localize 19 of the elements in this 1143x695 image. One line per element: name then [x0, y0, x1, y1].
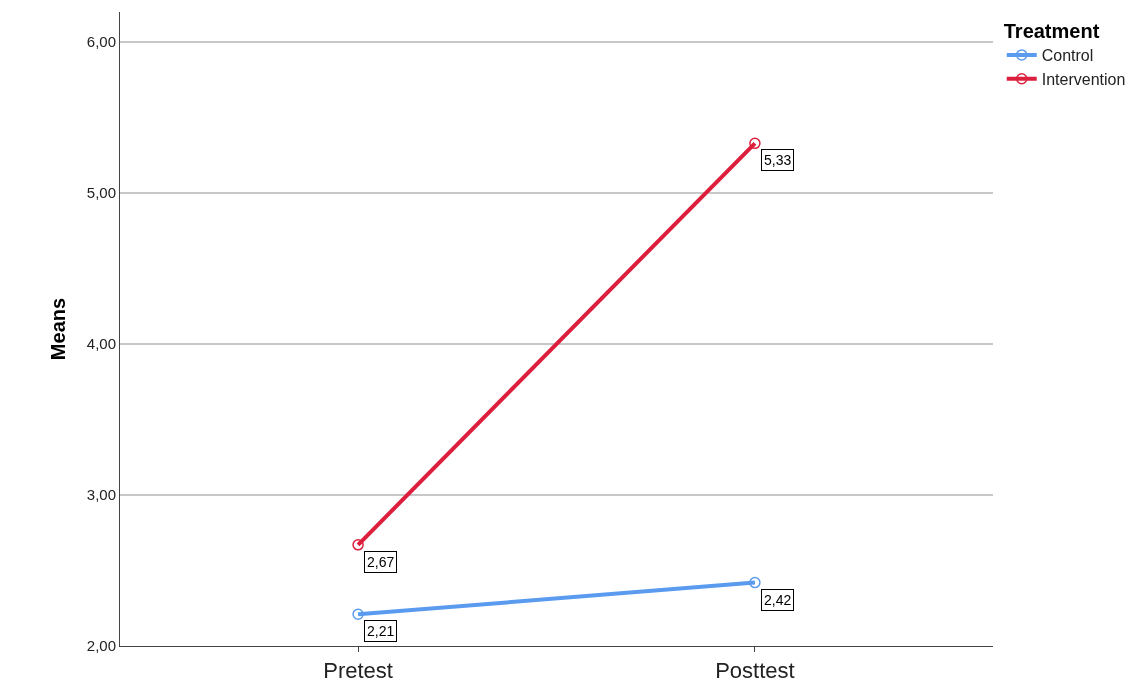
x-tick-label: Pretest [323, 658, 393, 684]
data-label: 2,67 [367, 554, 395, 570]
point [749, 137, 761, 150]
y-tick-label: 6,00 [86, 33, 116, 51]
data-label: 2,21 [367, 623, 395, 639]
data-label: 2,42 [764, 592, 792, 608]
y-tick-label: 5,00 [86, 184, 116, 202]
y-tick-label: 3,00 [86, 486, 116, 504]
data-label: 5,33 [764, 152, 792, 168]
point [352, 539, 364, 551]
y-tick-label: 4,00 [86, 335, 116, 353]
legend-label: Control [1041, 47, 1094, 65]
legend-title: Treatment [1003, 20, 1100, 42]
point [352, 608, 364, 621]
legend-label: Intervention [1041, 70, 1126, 88]
x-tick-label: Posttest [715, 658, 795, 684]
y-tick-label: 2,00 [86, 637, 116, 655]
point [749, 576, 761, 589]
y-axis-title: Means [47, 297, 70, 361]
